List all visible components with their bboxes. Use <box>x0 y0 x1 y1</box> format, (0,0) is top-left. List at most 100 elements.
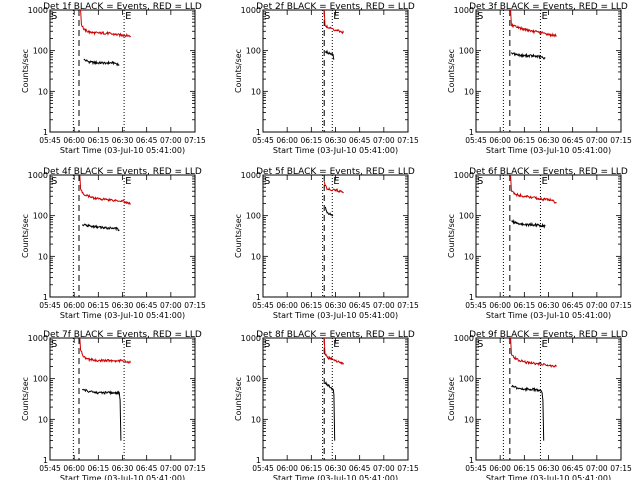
y-tick-label: 10 <box>464 252 474 261</box>
x-tick-label: 05:45 <box>39 464 61 473</box>
lld-series-line <box>323 337 345 366</box>
end-marker: E <box>541 339 547 350</box>
panel-title: Det 2f BLACK = Events, RED = LLD <box>256 2 415 12</box>
panel-title: Det 6f BLACK = Events, RED = LLD <box>469 167 628 177</box>
panel-title: Det 5f BLACK = Events, RED = LLD <box>256 167 415 177</box>
y-axis-title: Counts/sec <box>21 49 30 93</box>
lld-series-line <box>323 181 344 194</box>
x-tick-label: 06:00 <box>63 136 85 145</box>
x-tick-label: 07:15 <box>610 464 632 473</box>
y-tick-label: 10 <box>464 415 474 424</box>
panel-title: Det 9f BLACK = Events, RED = LLD <box>469 330 628 340</box>
plot-frame <box>262 174 409 298</box>
events-series-line <box>83 58 120 67</box>
plot-frame <box>475 337 622 461</box>
detector-panel: Det 6f BLACK = Events, RED = LLD 1 10 100 10… <box>447 167 632 320</box>
y-tick-label: 1000 <box>454 334 474 343</box>
y-tick-label: 10 <box>38 87 48 96</box>
x-tick-label: 06:45 <box>136 464 158 473</box>
start-marker: S <box>477 11 483 22</box>
lld-series-line <box>79 337 132 365</box>
x-tick-label: 07:15 <box>184 301 206 310</box>
x-tick-label: 07:15 <box>184 136 206 145</box>
y-tick-label: 1000 <box>241 334 261 343</box>
x-tick-label: 06:45 <box>136 301 158 310</box>
plot-frame <box>262 9 409 133</box>
y-tick-label: 1000 <box>28 6 48 15</box>
x-tick-label: 06:45 <box>349 136 371 145</box>
detector-panel: Det 9f BLACK = Events, RED = LLD 1 10 100 10… <box>447 330 632 480</box>
end-marker: E <box>125 176 131 187</box>
x-tick-label: 06:00 <box>63 301 85 310</box>
y-axis-title: Counts/sec <box>234 214 243 258</box>
x-tick-label: 06:30 <box>112 464 134 473</box>
plot-frame <box>49 337 196 461</box>
panel-title: Det 8f BLACK = Events, RED = LLD <box>256 330 415 340</box>
events-series-line <box>511 218 546 229</box>
x-tick-label: 07:15 <box>397 464 419 473</box>
start-marker: S <box>477 176 483 187</box>
x-tick-label: 07:15 <box>610 301 632 310</box>
start-marker: S <box>51 176 57 187</box>
x-tick-label: 06:30 <box>538 464 560 473</box>
y-tick-label: 1 <box>256 456 261 465</box>
y-axis-title: Counts/sec <box>447 377 456 421</box>
x-tick-label: 05:45 <box>252 464 274 473</box>
start-marker: S <box>477 339 483 350</box>
y-tick-label: 10 <box>251 87 261 96</box>
y-tick-label: 10 <box>464 87 474 96</box>
start-marker: S <box>264 176 270 187</box>
y-tick-label: 100 <box>459 375 474 384</box>
detector-panel: Det 8f BLACK = Events, RED = LLD 1 10 100 10… <box>234 330 419 480</box>
x-axis-title: Start Time (03-Jul-10 05:41:00) <box>273 146 398 155</box>
plot-frame <box>262 337 409 461</box>
plot-frame <box>475 174 622 298</box>
lld-series-line <box>323 9 345 35</box>
x-tick-label: 07:15 <box>397 301 419 310</box>
lld-series-line <box>80 9 131 38</box>
x-tick-label: 05:45 <box>252 136 274 145</box>
end-marker: E <box>333 339 339 350</box>
x-tick-label: 06:15 <box>88 464 110 473</box>
detector-panel: Det 1f BLACK = Events, RED = LLD 1 10 100 10… <box>21 2 206 155</box>
x-axis-title: Start Time (03-Jul-10 05:41:00) <box>60 311 185 320</box>
end-marker: E <box>541 176 547 187</box>
detector-panel: Det 2f BLACK = Events, RED = LLD 1 10 100 10… <box>234 2 419 155</box>
lld-series-line <box>79 174 131 205</box>
x-tick-label: 07:00 <box>160 301 182 310</box>
y-axis-title: Counts/sec <box>21 377 30 421</box>
plot-frame <box>49 174 196 298</box>
panel-title: Det 7f BLACK = Events, RED = LLD <box>43 330 202 340</box>
x-tick-label: 07:00 <box>586 136 608 145</box>
y-tick-label: 1 <box>256 293 261 302</box>
events-series-line <box>325 206 334 217</box>
x-tick-label: 05:45 <box>465 464 487 473</box>
y-tick-label: 1 <box>469 128 474 137</box>
end-marker: E <box>125 11 131 22</box>
x-axis-title: Start Time (03-Jul-10 05:41:00) <box>60 146 185 155</box>
x-tick-label: 06:30 <box>538 301 560 310</box>
y-tick-label: 1 <box>256 128 261 137</box>
y-tick-label: 100 <box>246 47 261 56</box>
x-tick-label: 06:30 <box>325 136 347 145</box>
x-tick-label: 07:15 <box>184 464 206 473</box>
x-tick-label: 06:45 <box>562 301 584 310</box>
y-axis-title: Counts/sec <box>447 49 456 93</box>
x-tick-label: 07:00 <box>373 136 395 145</box>
y-tick-label: 1000 <box>454 171 474 180</box>
x-tick-label: 06:30 <box>112 301 134 310</box>
x-tick-label: 06:15 <box>88 136 110 145</box>
events-series-line <box>511 384 545 441</box>
x-tick-label: 07:00 <box>160 136 182 145</box>
y-tick-label: 1 <box>469 456 474 465</box>
x-axis-title: Start Time (03-Jul-10 05:41:00) <box>486 311 611 320</box>
y-tick-label: 100 <box>459 47 474 56</box>
y-axis-title: Counts/sec <box>21 214 30 258</box>
x-tick-label: 06:15 <box>88 301 110 310</box>
y-tick-label: 100 <box>459 212 474 221</box>
x-tick-label: 06:30 <box>112 136 134 145</box>
x-tick-label: 07:00 <box>373 301 395 310</box>
x-tick-label: 05:45 <box>39 136 61 145</box>
x-tick-label: 06:15 <box>301 464 323 473</box>
detector-panel: Det 5f BLACK = Events, RED = LLD 1 10 100 10… <box>234 167 419 320</box>
